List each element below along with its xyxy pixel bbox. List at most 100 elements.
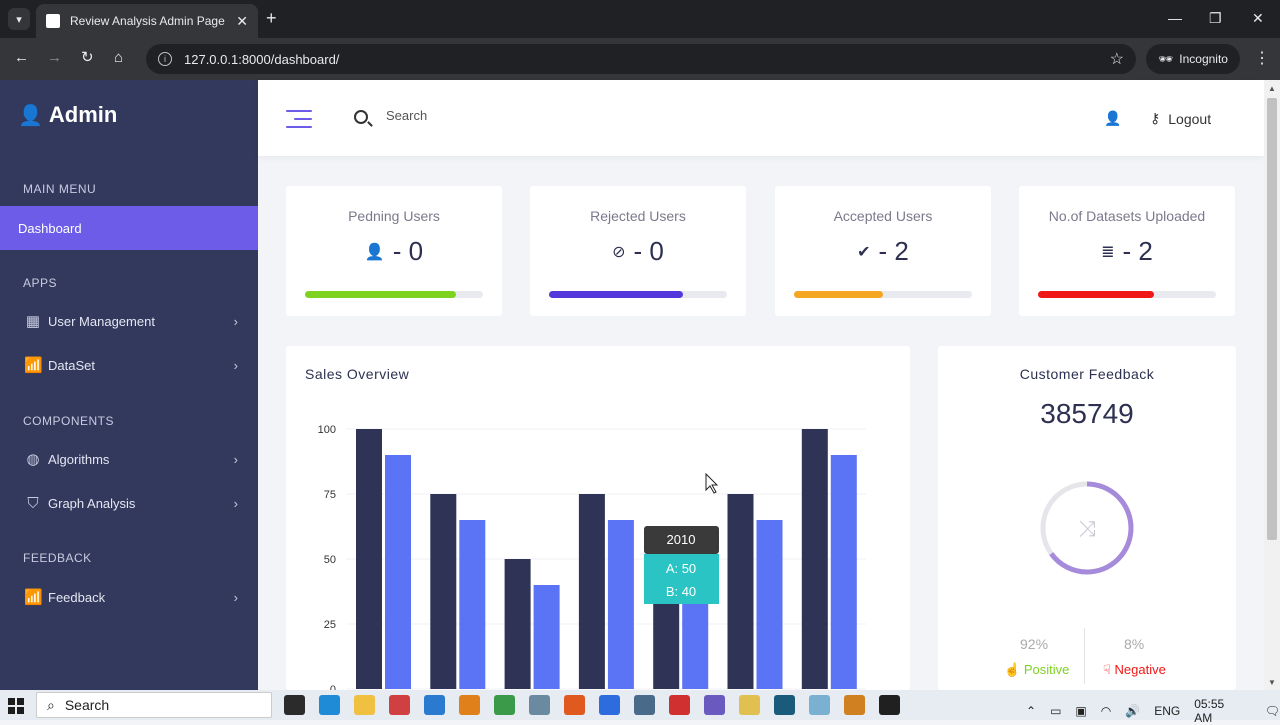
taskbar-search[interactable]: ⌕ Search xyxy=(36,692,272,718)
search-app-icon[interactable] xyxy=(459,695,480,715)
incognito-icon: 🕶 xyxy=(1158,52,1174,66)
incognito-badge[interactable]: 🕶 Incognito xyxy=(1146,44,1240,74)
clock[interactable]: 05:55 AM xyxy=(1194,697,1225,725)
ring-arc xyxy=(1040,481,1134,575)
sidebar-item-label: Graph Analysis xyxy=(48,495,136,511)
stat-value-row: ✔ - 2 xyxy=(775,236,991,267)
stat-value-row: ≣ - 2 xyxy=(1019,236,1235,267)
zoom-icon[interactable] xyxy=(599,695,620,715)
tab-title: Review Analysis Admin Page xyxy=(70,14,225,28)
search-icon[interactable] xyxy=(354,110,368,124)
bar-a[interactable] xyxy=(801,429,828,689)
bar-a[interactable] xyxy=(356,429,382,689)
address-bar[interactable]: i 127.0.0.1:8000/dashboard/ ☆ xyxy=(146,44,1136,74)
app-icon[interactable] xyxy=(774,695,795,715)
bar-b[interactable] xyxy=(385,455,411,689)
app-icon[interactable] xyxy=(704,695,725,715)
file-explorer-icon[interactable] xyxy=(354,695,375,715)
browser-menu-icon[interactable]: ⋮ xyxy=(1254,50,1270,67)
bar-a[interactable] xyxy=(504,559,531,689)
window-close-icon[interactable]: ✕ xyxy=(1252,10,1264,26)
scrollbar-thumb[interactable] xyxy=(1267,98,1277,540)
logout-button[interactable]: ⚷ Logout xyxy=(1150,110,1211,127)
stat-title: Accepted Users xyxy=(833,208,933,224)
browser-tab[interactable]: Review Analysis Admin Page ✕ xyxy=(36,4,258,38)
bar-b[interactable] xyxy=(830,455,857,689)
bar-a[interactable] xyxy=(727,494,754,689)
tooltip-body xyxy=(644,554,719,604)
forward-icon[interactable]: → xyxy=(47,49,62,66)
tooltip-title: 2010 xyxy=(667,532,696,547)
new-tab-icon[interactable]: + xyxy=(266,8,277,28)
brand[interactable]: 👤 Admin xyxy=(18,102,117,128)
sidebar-item-dataset[interactable]: 📶 DataSet › xyxy=(24,354,238,376)
stat-value: - 2 xyxy=(1122,236,1153,266)
notes-icon[interactable] xyxy=(739,695,760,715)
bar-b[interactable] xyxy=(459,520,486,689)
url-text[interactable]: 127.0.0.1:8000/dashboard/ xyxy=(184,51,340,67)
brand-label: Admin xyxy=(48,102,118,127)
bar-b[interactable] xyxy=(607,520,634,689)
sales-chart: 0 25 50 75 100 2010 A: 50 B: 40 xyxy=(318,424,866,690)
site-info-icon[interactable]: i xyxy=(158,52,172,66)
reload-icon[interactable]: ↻ xyxy=(81,49,94,66)
chevron-up-icon[interactable]: ⌃ xyxy=(1026,704,1037,718)
sidebar-item-algorithms[interactable]: ◍ Algorithms › xyxy=(24,448,238,470)
app-icon[interactable] xyxy=(669,695,690,715)
bar-b[interactable] xyxy=(756,520,783,689)
notification-icon[interactable]: 🗨 xyxy=(1264,704,1280,718)
search-icon: ⌕ xyxy=(47,696,55,713)
progress-bar xyxy=(305,291,483,298)
windows-start-icon[interactable] xyxy=(8,698,24,714)
app-icon[interactable] xyxy=(529,695,550,715)
search-input[interactable] xyxy=(386,108,586,123)
notepad-icon[interactable] xyxy=(809,695,830,715)
brave-icon[interactable] xyxy=(564,695,585,715)
home-icon[interactable]: ⌂ xyxy=(114,49,124,66)
battery-icon[interactable]: ▭ xyxy=(1050,704,1062,718)
tab-close-icon[interactable]: ✕ xyxy=(236,12,248,29)
page-scrollbar[interactable]: ▲ ▼ xyxy=(1264,80,1280,690)
app-icon[interactable] xyxy=(844,695,865,715)
taskbar-apps xyxy=(284,695,900,715)
back-icon[interactable]: ← xyxy=(14,49,29,66)
section-apps: APPS xyxy=(23,276,58,290)
terminal-icon[interactable] xyxy=(879,695,900,715)
app-icon[interactable] xyxy=(634,695,655,715)
stat-title: No.of Datasets Uploaded xyxy=(1048,208,1206,224)
sidebar-item-user-management[interactable]: ▦ User Management › xyxy=(24,310,238,332)
wifi-icon[interactable]: ◠ xyxy=(1100,704,1112,718)
scroll-down-icon[interactable]: ▼ xyxy=(1268,678,1276,687)
bar-b[interactable] xyxy=(533,585,560,689)
bar-a[interactable] xyxy=(430,494,457,689)
stat-card-datasets-uploaded: No.of Datasets Uploaded ≣ - 2 xyxy=(1019,186,1235,316)
sidebar-item-graph-analysis[interactable]: ⛉ Graph Analysis › xyxy=(24,492,238,514)
tooltip-value-a: A: 50 xyxy=(666,561,696,576)
chart-icon: 📶 xyxy=(24,589,43,606)
task-view-icon[interactable] xyxy=(284,695,305,715)
minimize-icon[interactable]: — xyxy=(1168,10,1182,26)
edge-icon[interactable] xyxy=(319,695,340,715)
language-indicator[interactable]: ENG xyxy=(1154,704,1181,718)
bar-a[interactable] xyxy=(578,494,605,689)
section-main-menu: MAIN MENU xyxy=(23,182,97,196)
sidebar-item-feedback[interactable]: 📶 Feedback › xyxy=(24,586,238,608)
restore-icon[interactable]: ❐ xyxy=(1209,10,1222,26)
chrome-icon[interactable] xyxy=(494,695,515,715)
device-icon[interactable]: ▣ xyxy=(1075,704,1087,718)
app-icon[interactable] xyxy=(389,695,410,715)
tab-search-dropdown-icon[interactable]: ▾ xyxy=(8,8,30,30)
globe-icon: ◍ xyxy=(26,451,40,468)
sidebar-item-dashboard[interactable]: Dashboard xyxy=(0,206,258,250)
shuffle-icon: ⤨ xyxy=(1078,516,1096,541)
vscode-icon[interactable] xyxy=(424,695,445,715)
check-icon: ✔ xyxy=(857,243,871,261)
scroll-up-icon[interactable]: ▲ xyxy=(1268,84,1276,93)
stat-value: - 2 xyxy=(878,236,909,266)
chevron-right-icon: › xyxy=(233,357,238,373)
menu-toggle-icon[interactable] xyxy=(286,110,312,134)
section-components: COMPONENTS xyxy=(23,414,115,428)
profile-icon[interactable]: 👤 xyxy=(1104,110,1122,126)
bookmark-star-icon[interactable]: ☆ xyxy=(1109,51,1124,68)
volume-icon[interactable]: 🔊 xyxy=(1125,704,1141,718)
